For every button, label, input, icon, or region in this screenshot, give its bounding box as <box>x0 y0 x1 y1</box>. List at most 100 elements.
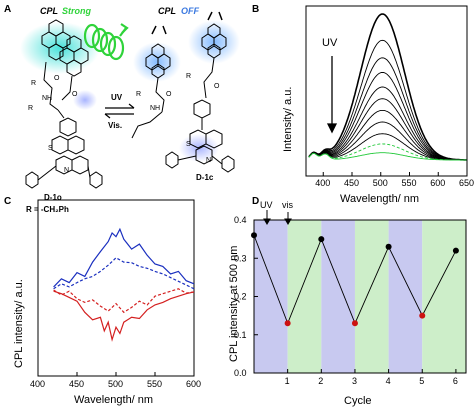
x-axis-c: 400 450 500 550 600 <box>30 372 201 389</box>
atom-r-4: R <box>186 73 191 80</box>
x-tick-label-c: 550 <box>147 379 162 389</box>
x-tick-label-c: 600 <box>186 379 201 389</box>
panel-c-letter: C <box>4 196 11 207</box>
atom-n-1: N <box>64 167 69 174</box>
cpl-label-left: CPL <box>40 6 58 16</box>
cycle-point-2 <box>318 236 325 243</box>
cycle-point-3 <box>351 320 358 327</box>
x-axis-label-d: Cycle <box>344 395 372 407</box>
cycle-point-6 <box>452 247 459 254</box>
atom-o-3: O <box>166 91 172 98</box>
cpl-series-0 <box>53 227 195 288</box>
monomer-pyrene-icons <box>145 11 227 79</box>
x-tick-label-b: 550 <box>402 178 417 188</box>
atom-o-4: O <box>214 83 220 90</box>
band-vis-3 <box>354 220 389 373</box>
emission-series-1 <box>308 39 467 161</box>
band-uv-2 <box>321 220 355 373</box>
panel-d-chart: D 1 2 3 4 5 6 0.0 0.1 0.2 0.3 0.4 UV vis CPL inten… <box>228 196 467 407</box>
x-tick-label-d: 3 <box>352 376 357 386</box>
plot-frame-b <box>305 5 468 177</box>
atom-o-1: O <box>54 75 60 82</box>
x-axis-label-b: Wavelength/ nm <box>340 193 419 205</box>
atom-r-3: R <box>136 91 141 98</box>
x-tick-label-d: 1 <box>285 376 290 386</box>
pyrene-glow-d1o <box>73 90 97 110</box>
monomer-glow-left <box>133 42 181 82</box>
r-group-definition: R = -CH₂Ph <box>26 205 69 214</box>
plot-frame-c <box>37 199 195 377</box>
cpl-label-right: CPL <box>158 6 176 16</box>
x-tick-label-d: 4 <box>386 376 391 386</box>
switch-arrows-icon <box>104 103 135 119</box>
excimer-glow <box>20 22 100 74</box>
compound-d1c-label: D-1c <box>196 173 214 182</box>
x-tick-label-c: 400 <box>30 379 45 389</box>
y-tick-label-d: 0.2 <box>234 292 247 302</box>
atom-s-2: S <box>186 141 191 148</box>
cpl-series-1 <box>53 257 195 290</box>
emission-series-10 <box>308 152 467 161</box>
y-tick-label-d: 0.0 <box>234 368 247 378</box>
vis-marker-arrow-icon <box>284 212 292 225</box>
atom-o-2: O <box>72 91 78 98</box>
atom-s-1: S <box>48 145 53 152</box>
x-tick-label-c: 500 <box>108 379 123 389</box>
band-vis-1 <box>287 220 322 373</box>
y-axis-label-c: CPL intensity/ a.u. <box>13 279 25 368</box>
atom-nh-2: NH <box>150 105 160 112</box>
compound-d1o-label: D-1o <box>44 193 62 202</box>
cycle-point-5 <box>419 312 426 319</box>
x-tick-label-d: 5 <box>419 376 424 386</box>
x-tick-label-b: 650 <box>459 178 474 188</box>
cycle-point-4 <box>385 243 392 250</box>
cpl-series-2 <box>53 288 195 314</box>
uv-marker-label: UV <box>260 200 273 210</box>
strong-label: Strong <box>62 6 91 16</box>
x-tick-label-d: 2 <box>318 376 323 386</box>
x-tick-label-b: 400 <box>315 178 330 188</box>
x-tick-label-b: 500 <box>373 178 388 188</box>
y-tick-label-d: 0.4 <box>234 215 247 225</box>
panel-d-letter: D <box>252 196 259 207</box>
axes-d: 1 2 3 4 5 6 0.0 0.1 0.2 0.3 0.4 <box>234 215 458 386</box>
uv-arrow-label: UV <box>111 93 123 102</box>
x-tick-label-b: 450 <box>344 178 359 188</box>
panel-a-scheme: A CPL Strong CPL OFF <box>4 4 240 214</box>
y-tick-label-d: 0.1 <box>234 330 247 340</box>
panel-b-chart: B 400 450 500 550 600 650 UV Intensity/ a.u. … <box>252 4 474 205</box>
vis-arrow-label: Vis. <box>108 121 122 130</box>
x-tick-label-d: 6 <box>453 376 458 386</box>
atom-nh-1: NH <box>42 95 52 102</box>
band-vis-5 <box>422 220 466 373</box>
y-axis-label-d: CPL intensity at 500 nm <box>228 246 240 362</box>
y-tick-label-d: 0.3 <box>234 253 247 263</box>
x-tick-label-b: 600 <box>430 178 445 188</box>
cycle-series <box>251 232 459 327</box>
uv-marker-arrow-icon <box>263 210 271 225</box>
atom-r-2: R <box>28 105 33 112</box>
panel-b-letter: B <box>252 4 259 15</box>
irradiation-bands <box>254 220 466 373</box>
d1o-structure-icon <box>25 61 103 189</box>
pyrene-dimer-icon <box>41 19 89 77</box>
uv-annotation: UV <box>322 37 338 49</box>
band-uv-4 <box>388 220 423 373</box>
x-tick-label-c: 450 <box>69 379 84 389</box>
atom-n-2: N <box>206 157 211 164</box>
cpl-spiral-icon <box>83 23 129 61</box>
d1c-structure-icon <box>131 57 235 173</box>
emission-spectra <box>308 13 467 161</box>
cpl-series-3 <box>53 290 195 342</box>
emission-series-0 <box>308 13 467 161</box>
cpl-spectra <box>53 227 195 342</box>
vis-marker-label: vis <box>282 200 293 210</box>
off-label: OFF <box>181 6 199 16</box>
cycle-point-1 <box>284 320 291 327</box>
band-uv-0 <box>254 220 288 373</box>
uv-decrease-arrow-icon <box>326 56 338 134</box>
panel-a-letter: A <box>4 4 11 15</box>
emission-series-2 <box>308 57 467 161</box>
x-axis-b: 400 450 500 550 600 650 <box>315 172 474 188</box>
